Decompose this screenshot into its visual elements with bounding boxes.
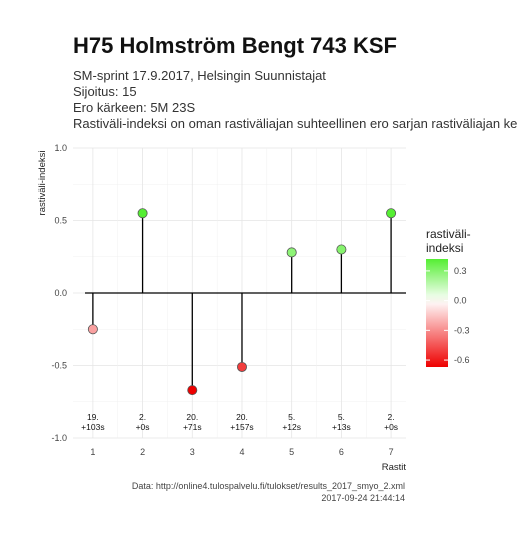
point-label-diff: +103s [81, 422, 104, 432]
point-label-diff: +71s [183, 422, 202, 432]
subtitle-line-4: Rastiväli-indeksi on oman rastiväliajan … [73, 116, 517, 131]
legend-tick-label: -0.6 [454, 355, 470, 365]
lollipop-point [87, 324, 98, 335]
caption-timestamp: 2017-09-24 21:44:14 [321, 493, 405, 503]
legend-tick-label: 0.0 [454, 296, 467, 306]
lollipop-point [286, 247, 297, 258]
legend-tick-label: 0.3 [454, 266, 467, 276]
y-axis-label: rastiväli-indeksi [37, 151, 48, 216]
point-label-rank: 20. [236, 412, 248, 422]
subtitle-line-2: Sijoitus: 15 [73, 84, 137, 99]
point-label-diff: +12s [282, 422, 301, 432]
point-label-rank: 2. [139, 412, 146, 422]
point-label-diff: +0s [136, 422, 150, 432]
y-tick-label: -0.5 [51, 361, 67, 371]
lollipop-point [236, 361, 247, 372]
lollipop-point [187, 385, 198, 396]
point-label-rank: 20. [186, 412, 198, 422]
subtitle-line-1: SM-sprint 17.9.2017, Helsingin Suunnista… [73, 68, 326, 83]
y-tick-label: 0.5 [54, 216, 67, 226]
legend-title-line-2: indeksi [426, 241, 463, 255]
point-label-rank: 5. [288, 412, 295, 422]
lollipop-point [386, 208, 397, 219]
lollipop-point [137, 208, 148, 219]
x-tick-label: 1 [90, 447, 95, 457]
point-label-rank: 19. [87, 412, 99, 422]
y-tick-label: 0.0 [54, 288, 67, 298]
x-tick-label: 3 [190, 447, 195, 457]
y-tick-label: -1.0 [51, 433, 67, 443]
point-label-diff: +157s [230, 422, 253, 432]
chart-title: H75 Holmström Bengt 743 KSF [73, 33, 397, 58]
legend-title-line-1: rastiväli- [426, 227, 471, 241]
x-tick-label: 6 [339, 447, 344, 457]
legend-color-bar [426, 259, 448, 367]
point-label-rank: 2. [388, 412, 395, 422]
subtitle-line-3: Ero kärkeen: 5M 23S [73, 100, 196, 115]
point-label-diff: +0s [384, 422, 398, 432]
point-label-rank: 5. [338, 412, 345, 422]
x-tick-label: 2 [140, 447, 145, 457]
caption-source: Data: http://online4.tulospalvelu.fi/tul… [131, 481, 405, 491]
point-label-diff: +13s [332, 422, 351, 432]
legend-tick-label: -0.3 [454, 325, 470, 335]
lollipop-point [336, 244, 347, 255]
x-tick-label: 5 [289, 447, 294, 457]
x-tick-label: 7 [389, 447, 394, 457]
x-axis-label: Rastit [382, 462, 407, 473]
x-tick-label: 4 [239, 447, 244, 457]
y-tick-label: 1.0 [54, 143, 67, 153]
